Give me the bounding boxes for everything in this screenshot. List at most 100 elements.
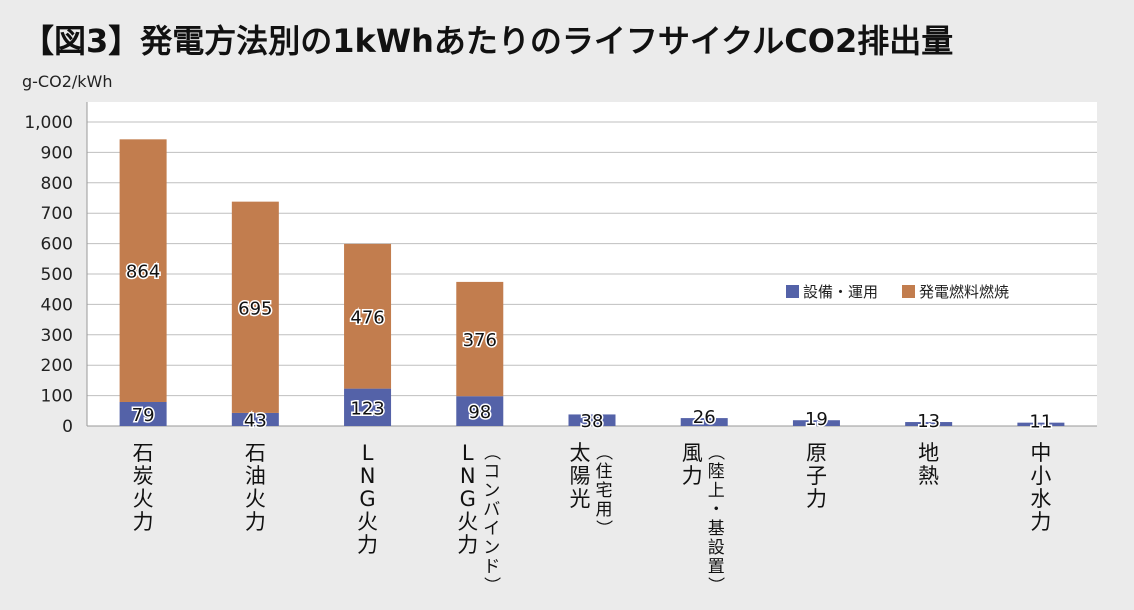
x-tick-label: G	[359, 487, 375, 511]
x-tick-sublabel: ）	[593, 520, 613, 537]
x-tick-sublabel: ・	[708, 500, 725, 520]
data-label-equipment: 13	[917, 411, 940, 432]
x-tick-label: 火	[357, 510, 378, 534]
x-tick-sublabel: 陸	[708, 462, 725, 482]
x-tick-label: 力	[806, 487, 827, 511]
bar-equipment	[568, 414, 616, 426]
x-tick-sublabel: バ	[483, 500, 500, 520]
x-tick-label: 熱	[918, 464, 939, 488]
x-tick-label: 力	[133, 510, 154, 534]
legend-swatch-fuel	[902, 285, 916, 298]
x-tick-label: G	[460, 487, 476, 511]
x-tick-sublabel: 置	[708, 557, 725, 577]
y-tick-label: 100	[41, 387, 73, 407]
x-tick-sublabel: ）	[705, 577, 725, 594]
x-tick-label: 力	[682, 464, 703, 488]
legend-label-fuel: 発電燃料燃焼	[919, 283, 1010, 301]
x-tick-label: 油	[245, 464, 266, 488]
x-tick-sublabel: （	[481, 444, 501, 461]
x-tick-label: L	[462, 441, 474, 465]
y-tick-label: 900	[41, 143, 73, 163]
y-tick-label: 300	[41, 326, 73, 346]
x-tick-label: N	[460, 464, 476, 488]
data-label-fuel: 864	[126, 262, 160, 283]
data-label-equipment: 38	[581, 411, 604, 432]
data-label-equipment: 11	[1029, 412, 1052, 433]
y-tick-label: 400	[41, 295, 73, 315]
x-tick-label: L	[362, 441, 374, 465]
x-tick-label: 陽	[570, 464, 591, 488]
data-label-equipment: 79	[132, 405, 155, 426]
bar-equipment	[680, 418, 728, 426]
x-tick-label: 石	[245, 441, 266, 465]
bar-equipment	[344, 388, 392, 426]
y-tick-label: 500	[41, 265, 73, 285]
data-label-fuel: 695	[238, 298, 272, 319]
bar-fuel	[456, 281, 504, 397]
data-label-equipment: 123	[350, 398, 384, 419]
y-tick-label: 1,000	[24, 113, 73, 133]
x-tick-sublabel: ）	[481, 577, 501, 594]
y-axis-unit-label: g-CO2/kWh	[22, 72, 113, 91]
x-tick-sublabel: イ	[483, 519, 500, 539]
x-tick-label: 小	[1030, 464, 1051, 488]
data-label-equipment: 26	[693, 407, 716, 428]
x-tick-label: 太	[570, 441, 591, 465]
data-label-equipment: 19	[805, 409, 828, 430]
x-tick-label: 風	[682, 441, 703, 465]
bar-fuel	[119, 139, 167, 402]
bar-fuel	[344, 243, 392, 389]
x-tick-label: 中	[1030, 441, 1051, 465]
x-tick-label: 石	[133, 441, 154, 465]
x-tick-label: 水	[1030, 487, 1051, 511]
x-tick-sublabel: （	[705, 444, 725, 461]
y-tick-label: 200	[41, 356, 73, 376]
x-tick-sublabel: 上	[708, 481, 725, 501]
legend-item-fuel: 発電燃料燃焼	[902, 281, 1009, 302]
data-label-equipment: 43	[244, 410, 267, 431]
legend: 設備・運用 発電燃料燃焼	[786, 281, 1009, 302]
x-tick-label: 力	[457, 533, 478, 557]
legend-swatch-equipment	[786, 285, 799, 298]
x-tick-sublabel: （	[593, 444, 613, 461]
chart-title: 【図3】発電方法別の1kWhあたりのライフサイクルCO2排出量	[22, 22, 954, 60]
bar-equipment	[456, 396, 504, 426]
x-tick-sublabel: ン	[483, 538, 500, 558]
x-tick-label: 火	[245, 487, 266, 511]
bar-fuel	[231, 201, 279, 413]
bar-equipment	[119, 401, 167, 426]
x-tick-sublabel: 設	[708, 538, 725, 558]
bar-equipment	[792, 420, 840, 426]
x-tick-label: 炭	[133, 464, 154, 488]
bar-equipment	[231, 412, 279, 426]
x-tick-label: 火	[133, 487, 154, 511]
x-tick-sublabel: 宅	[596, 481, 613, 501]
x-tick-label: 力	[357, 533, 378, 557]
bar-equipment	[905, 422, 953, 426]
x-tick-label: 火	[457, 510, 478, 534]
x-tick-label: 地	[918, 441, 939, 465]
x-tick-sublabel: 用	[596, 500, 613, 520]
x-tick-label: 原	[806, 441, 827, 465]
legend-item-equipment: 設備・運用	[786, 281, 878, 302]
data-label-equipment: 98	[468, 402, 491, 423]
y-tick-label: 800	[41, 174, 73, 194]
x-tick-label: 力	[1030, 510, 1051, 534]
x-tick-sublabel: 基	[708, 519, 725, 539]
data-label-fuel: 476	[350, 307, 384, 328]
x-tick-label: 子	[806, 464, 827, 488]
x-tick-sublabel: 住	[596, 462, 613, 482]
x-tick-label: 力	[245, 510, 266, 534]
bar-equipment	[1017, 422, 1065, 426]
y-tick-label: 600	[41, 235, 73, 255]
x-tick-sublabel: ド	[483, 557, 500, 577]
legend-label-equipment: 設備・運用	[803, 283, 879, 301]
data-label-fuel: 376	[463, 330, 497, 351]
x-tick-sublabel: コ	[483, 462, 500, 482]
x-tick-label: N	[360, 464, 376, 488]
y-tick-label: 0	[62, 417, 73, 437]
x-tick-sublabel: ン	[483, 481, 500, 501]
x-tick-label: 光	[570, 487, 591, 511]
y-tick-label: 700	[41, 204, 73, 224]
